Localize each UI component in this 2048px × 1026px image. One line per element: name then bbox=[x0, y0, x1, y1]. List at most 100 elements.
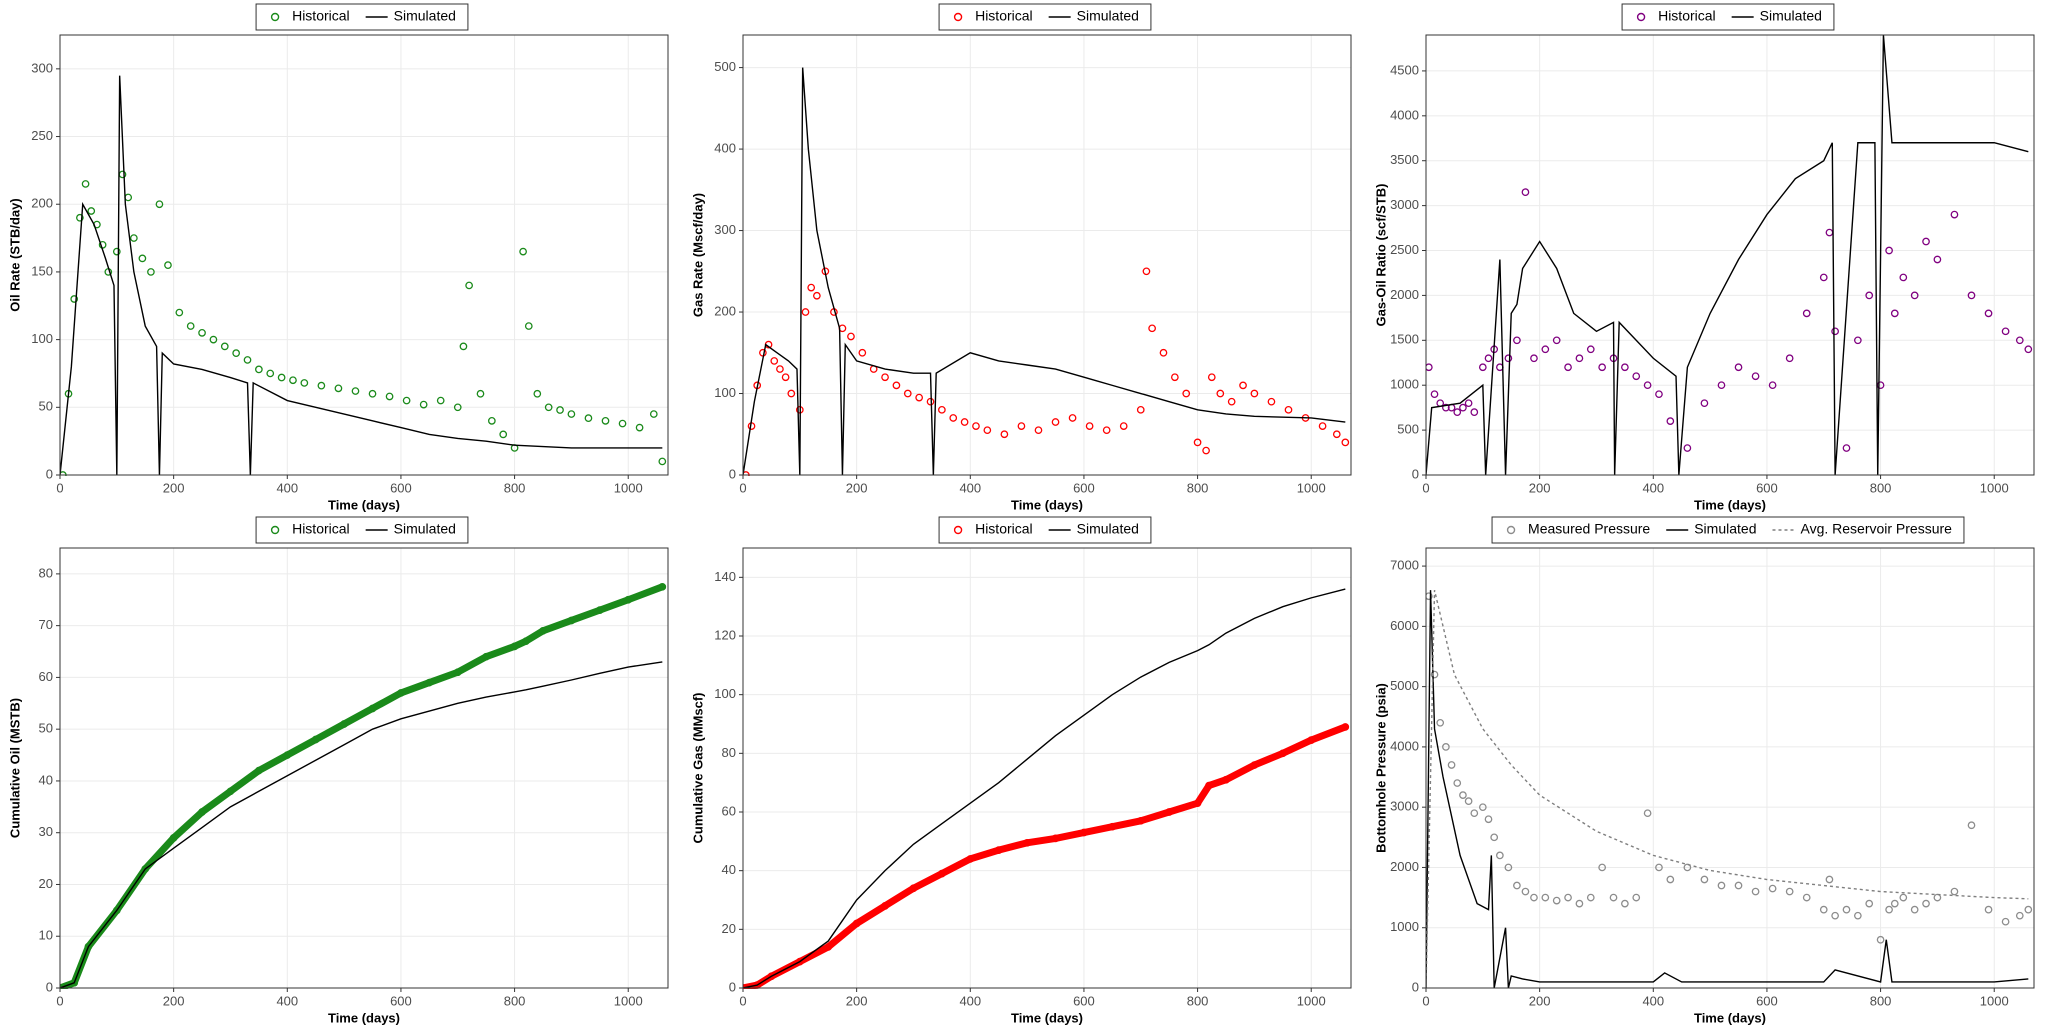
data-point bbox=[635, 423, 644, 432]
legend: Historical Simulated bbox=[255, 3, 469, 31]
x-tick-label: 1000 bbox=[1297, 480, 1326, 495]
panel-border bbox=[742, 34, 1352, 476]
y-tick-label: 4500 bbox=[1390, 62, 1419, 77]
data-point bbox=[1513, 336, 1521, 345]
legend-label: Simulated bbox=[1077, 8, 1139, 24]
legend-item: Historical bbox=[270, 521, 350, 537]
data-point bbox=[1922, 899, 1930, 908]
panel-border bbox=[1425, 547, 2035, 989]
data-point bbox=[1080, 828, 1088, 837]
data-point bbox=[658, 582, 667, 591]
data-point bbox=[1802, 893, 1811, 902]
data-point bbox=[1222, 775, 1230, 784]
data-point bbox=[1933, 893, 1942, 902]
y-tick-label: 2000 bbox=[1390, 287, 1419, 302]
data-point bbox=[1171, 373, 1179, 382]
data-point bbox=[519, 247, 527, 256]
x-tick-label: 200 bbox=[1529, 480, 1551, 495]
series-line bbox=[1426, 590, 2029, 989]
data-point bbox=[1586, 345, 1595, 354]
x-tick-label: 800 bbox=[1187, 993, 1209, 1008]
data-point bbox=[649, 410, 658, 418]
data-point bbox=[770, 357, 779, 365]
data-point bbox=[1598, 363, 1606, 372]
data-point bbox=[858, 348, 867, 357]
data-point bbox=[1876, 935, 1885, 944]
x-tick-label: 800 bbox=[504, 480, 526, 495]
series-band bbox=[743, 723, 1349, 989]
data-point bbox=[2024, 345, 2033, 354]
y-tick-label: 50 bbox=[39, 399, 53, 414]
legend-item: Simulated bbox=[365, 8, 456, 24]
data-point bbox=[781, 373, 790, 382]
data-point bbox=[1819, 905, 1828, 914]
data-point bbox=[522, 637, 530, 646]
data-point bbox=[1459, 403, 1467, 412]
data-point bbox=[1453, 408, 1462, 416]
x-axis-label: Time (days) bbox=[1011, 497, 1083, 512]
data-point bbox=[1541, 345, 1550, 354]
legend-item: Simulated bbox=[365, 521, 456, 537]
data-point bbox=[1854, 911, 1862, 920]
y-tick-label: 2500 bbox=[1390, 242, 1419, 257]
data-point bbox=[1504, 354, 1513, 363]
y-tick-label: 200 bbox=[714, 303, 736, 318]
series-line bbox=[1426, 590, 2029, 989]
x-tick-label: 1000 bbox=[614, 993, 643, 1008]
x-axis-label: Time (days) bbox=[328, 497, 400, 512]
data-point bbox=[1034, 426, 1043, 435]
data-point bbox=[595, 606, 604, 614]
y-tick-label: 4000 bbox=[1390, 107, 1419, 122]
legend-item: Simulated bbox=[1666, 521, 1756, 537]
data-point bbox=[351, 387, 360, 395]
y-tick-label: 3500 bbox=[1390, 152, 1419, 167]
legend-label: Historical bbox=[1658, 8, 1716, 24]
legend-symbol bbox=[270, 525, 280, 535]
data-point bbox=[1854, 336, 1862, 345]
data-point bbox=[70, 295, 79, 303]
plot-area bbox=[1426, 34, 2033, 476]
panel-border bbox=[1425, 34, 2035, 476]
y-tick-label: 10 bbox=[39, 928, 53, 943]
y-tick-label: 80 bbox=[39, 565, 53, 580]
data-point bbox=[1464, 399, 1473, 408]
series-line bbox=[1426, 34, 2029, 476]
data-point bbox=[147, 268, 155, 276]
data-point bbox=[141, 865, 150, 873]
legend-label: Historical bbox=[975, 8, 1033, 24]
x-tick-label: 800 bbox=[1870, 480, 1892, 495]
data-point bbox=[1621, 899, 1629, 908]
x-tick-label: 1000 bbox=[1980, 480, 2009, 495]
data-point bbox=[1530, 354, 1538, 363]
data-point bbox=[847, 332, 855, 341]
y-tick-label: 40 bbox=[39, 772, 53, 787]
legend-item: Historical bbox=[1636, 8, 1716, 24]
data-point bbox=[584, 414, 593, 422]
data-point bbox=[1459, 791, 1467, 799]
data-point bbox=[155, 200, 164, 209]
data-point bbox=[1182, 389, 1191, 398]
y-tick-label: 400 bbox=[714, 141, 736, 156]
data-point bbox=[112, 906, 121, 915]
panel-border bbox=[59, 547, 669, 989]
data-point bbox=[300, 379, 309, 387]
x-tick-label: 400 bbox=[959, 480, 981, 495]
x-tick-label: 0 bbox=[56, 993, 63, 1008]
y-tick-label: 50 bbox=[39, 721, 53, 736]
x-axis-label: Time (days) bbox=[1011, 1010, 1083, 1025]
data-point bbox=[164, 261, 172, 270]
legend-label: Historical bbox=[975, 521, 1033, 537]
data-point bbox=[1159, 348, 1168, 357]
data-point bbox=[1442, 743, 1450, 751]
data-point bbox=[1108, 822, 1117, 831]
x-axis-label: Time (days) bbox=[1694, 497, 1766, 512]
y-tick-label: 7000 bbox=[1390, 558, 1419, 573]
data-point bbox=[892, 381, 901, 390]
data-point bbox=[453, 403, 462, 412]
data-point bbox=[1842, 905, 1851, 914]
legend-symbol bbox=[270, 12, 280, 22]
data-point bbox=[1284, 405, 1293, 414]
data-point bbox=[1825, 228, 1834, 237]
y-tick-label: 1000 bbox=[1390, 919, 1419, 934]
legend: Historical Simulated bbox=[938, 516, 1152, 544]
